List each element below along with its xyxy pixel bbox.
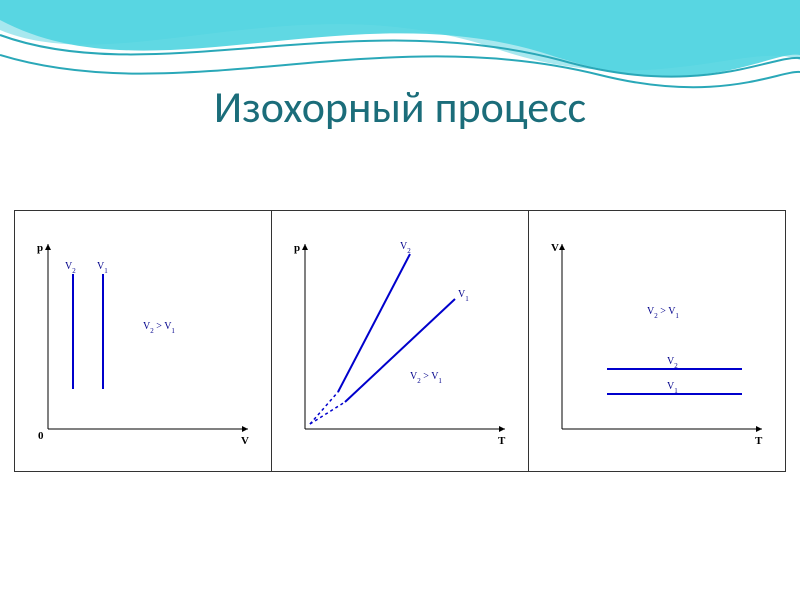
chart-vt: V T V2 V1 V2 > V1 (529, 211, 786, 471)
x-axis-label: T (498, 435, 506, 447)
y-axis-label: V (551, 242, 559, 254)
x-axis-label: V (241, 435, 249, 447)
chart-pv-svg: p V 0 V2 V1 V2 > V1 (23, 219, 263, 459)
origin-label: 0 (38, 430, 44, 442)
svg-text:V1: V1 (667, 381, 678, 395)
chart-vt-svg: V T V2 V1 V2 > V1 (537, 219, 777, 459)
chart-pt-svg: p T V2 V1 V2 > V1 (280, 219, 520, 459)
svg-text:V1: V1 (97, 261, 108, 275)
chart-pv: p V 0 V2 V1 V2 > V1 (14, 211, 272, 471)
y-axis-label: p (37, 242, 43, 254)
relation-label: V2 > V1 (143, 321, 175, 335)
slide-title: Изохорный процесс (0, 80, 800, 134)
chart-pt: p T V2 V1 V2 > V1 (272, 211, 529, 471)
svg-text:V2: V2 (65, 261, 76, 275)
svg-text:V2: V2 (667, 356, 678, 370)
svg-text:V2: V2 (400, 241, 411, 255)
relation-label: V2 > V1 (647, 306, 679, 320)
svg-text:V1: V1 (458, 289, 469, 303)
relation-label: V2 > V1 (410, 371, 442, 385)
x-axis-label: T (755, 435, 763, 447)
y-axis-label: p (294, 242, 300, 254)
charts-container: p V 0 V2 V1 V2 > V1 p T (14, 210, 786, 472)
